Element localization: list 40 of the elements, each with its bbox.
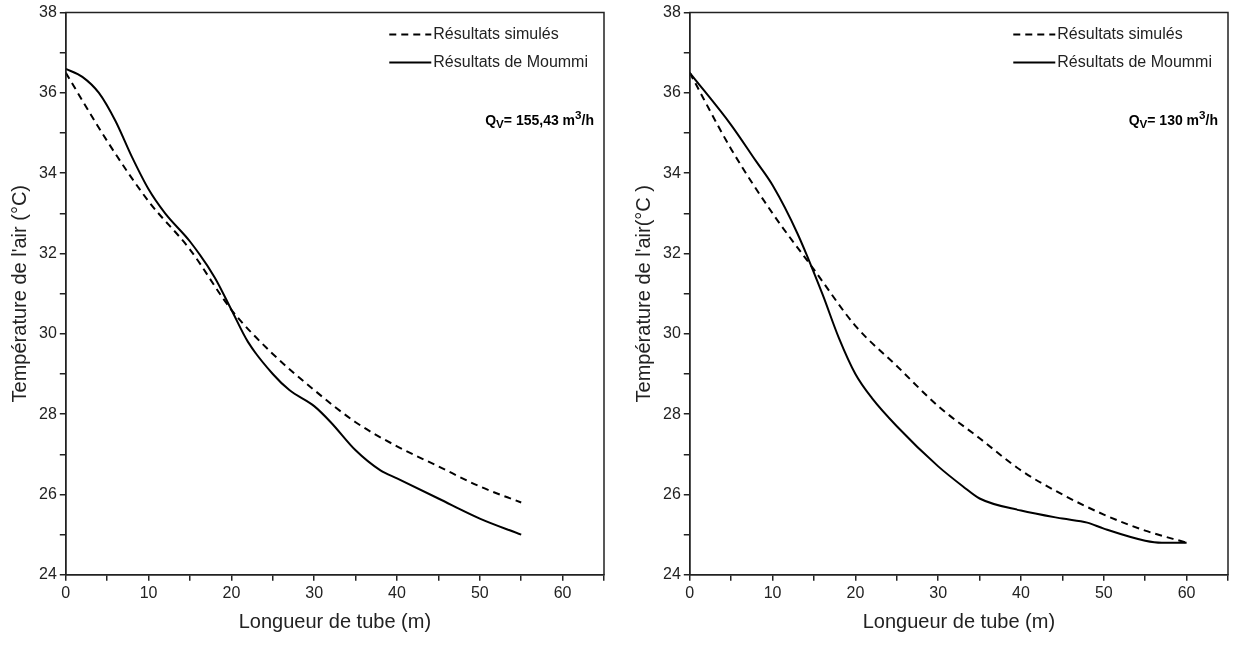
y-tick-label: 36 [39,83,57,101]
x-axis-title: Longueur de tube (m) [238,609,432,632]
y-tick-label: 32 [39,243,57,261]
x-tick-label: 60 [1177,583,1196,601]
legend-label: Résultats de Moummi [433,53,588,71]
x-tick-label: 0 [685,583,695,601]
y-tick-label: 24 [663,565,681,583]
x-tick-label: 20 [846,583,865,601]
x-tick-label: 0 [61,583,71,601]
y-axis-title: Température de l'air(°C ) [631,184,654,403]
y-tick-label: 34 [39,163,57,181]
y-tick-label: 28 [663,404,681,422]
legend-label: Résultats simulés [433,25,559,43]
x-tick-label: 40 [1012,583,1030,601]
y-tick-label: 24 [39,565,57,583]
x-tick-label: 30 [929,583,948,601]
annotation: Q$_{V}$= 130 m$^{3}$/h [1128,107,1218,131]
y-tick-label: 38 [663,3,681,21]
y-tick-label: 30 [663,324,681,342]
y-tick-label: 34 [663,163,681,181]
x-tick-label: 20 [222,583,241,601]
x-axis-title: Longueur de tube (m) [862,609,1056,632]
x-tick-label: 10 [763,583,782,601]
x-tick-label: 30 [305,583,324,601]
y-tick-label: 28 [39,404,57,422]
y-axis-title: Température de l'air (°C) [7,184,30,403]
y-tick-label: 38 [39,3,57,21]
y-tick-label: 36 [663,83,681,101]
x-tick-label: 60 [553,583,572,601]
x-tick-label: 40 [388,583,406,601]
annotation: Q$_{V}$= 155,43 m$^{3}$/h [485,107,594,131]
x-tick-label: 50 [1094,583,1113,601]
legend-label: Résultats de Moummi [1057,53,1212,71]
y-tick-label: 32 [663,243,681,261]
x-tick-label: 50 [470,583,489,601]
y-tick-label: 30 [39,324,57,342]
legend-label: Résultats simulés [1057,25,1183,43]
x-tick-label: 10 [139,583,158,601]
y-tick-label: 26 [39,484,57,502]
y-tick-label: 26 [663,484,681,502]
